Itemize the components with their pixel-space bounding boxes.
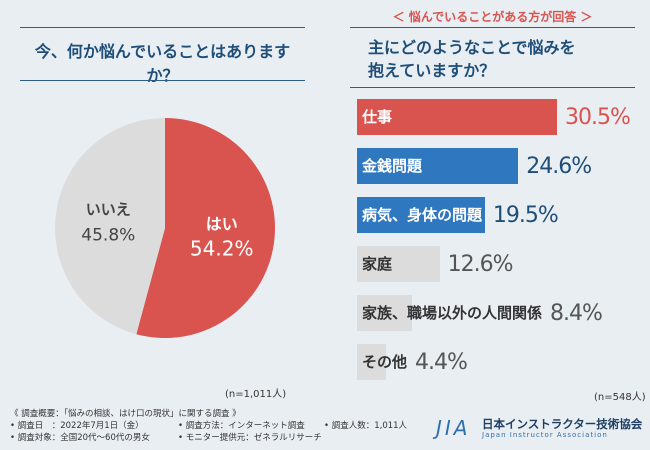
right-sample-size: (n=548人) [594,392,646,403]
bar-label: 仕事 [362,108,393,126]
left-sample-size: (n=1,011人) [225,389,287,400]
bar-label: その他 [362,353,408,371]
right-top-divider [350,27,635,28]
bar-value: 12.6% [447,252,514,277]
pie-label-yes: はい [206,215,238,234]
logo-mark: JIA [436,416,471,440]
bar-value: 4.4% [415,350,468,375]
logo-english: Japan Instructor Association [482,431,608,439]
bar-value: 30.5% [565,105,631,130]
survey-overview: 《 調査概要：「悩みの相談、はけ口の現状」に関する調査 》 • 調査日 ：202… [10,408,407,444]
bar-value: 8.4% [550,301,603,326]
survey-target: • 調査対象：全国20代〜60代の男女 [10,433,150,443]
right-question-title: 主にどのようなことで悩みを 抱えていますか？ [368,36,638,82]
survey-provider: • モニター提供元：ゼネラルリサーチ [178,433,322,443]
pie-value-yes: 54.2% [190,237,254,261]
bar [357,295,413,331]
bar-label: 金銭問題 [362,157,423,175]
logo-name: 日本インストラクター技術協会 [482,417,643,431]
pie-value-no: 45.8% [81,225,135,245]
survey-count: • 調査人数：1,011人 [324,421,408,431]
bar [357,197,485,233]
survey-method: • 調査方法：インターネット調査 [178,421,305,431]
jia-logo: JIA 日本インストラクター技術協会 Japan Instructor Asso… [436,416,646,442]
left-top-divider [20,27,305,28]
bar-label: 病気、身体の問題 [362,206,483,224]
bar-value: 24.6% [526,154,592,179]
bar [357,246,440,282]
bar [357,148,519,184]
pie-chart: はい 54.2% いいえ 45.8% [55,118,275,338]
right-question-line-2: 抱えていますか？ [368,61,496,80]
left-bottom-divider [20,80,305,81]
pie-slice-yes [136,118,275,338]
survey-heading: 《 調査概要：「悩みの相談、はけ口の現状」に関する調査 》 [10,409,241,419]
bar-label: 家庭 [362,255,393,273]
right-bottom-divider [350,87,635,88]
bar-label: 家族、職場以外の人間関係 [362,304,543,322]
bar-value: 19.5% [492,203,559,228]
survey-date: • 調査日 ：2022年7月1日（金） [10,421,144,431]
right-question-line-1: 主にどのようなことで悩みを [368,38,576,57]
bar [357,99,557,135]
pie-slice-no [55,118,165,335]
bar [357,344,386,380]
pie-label-no: いいえ [86,200,131,218]
right-subtitle: ＜ 悩んでいることがある方が回答 ＞ [392,10,593,24]
